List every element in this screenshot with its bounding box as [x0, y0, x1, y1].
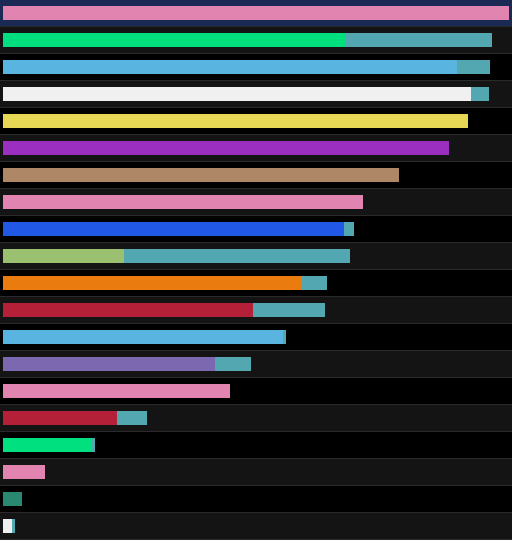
bar-row[interactable] [0, 351, 512, 378]
bar-segment-extra [117, 411, 147, 425]
bar-segment-value [3, 357, 215, 371]
bar-row[interactable] [0, 189, 512, 216]
bar-row[interactable] [0, 297, 512, 324]
bar-segment-value [3, 168, 399, 182]
bar-row[interactable] [0, 81, 512, 108]
bar-segment-value [3, 519, 12, 533]
bar-row[interactable] [0, 270, 512, 297]
row-divider [0, 350, 512, 351]
row-divider [0, 512, 512, 513]
bar-segment-extra [283, 330, 286, 344]
bar-segment-value [3, 438, 92, 452]
bar-row[interactable] [0, 459, 512, 486]
bar-segment-value [3, 276, 302, 290]
bar-segment-value [3, 87, 471, 101]
row-divider [0, 161, 512, 162]
bar-row[interactable] [0, 486, 512, 513]
row-divider [0, 458, 512, 459]
row-divider [0, 242, 512, 243]
bar-segment-value [3, 222, 344, 236]
bar-segment-value [3, 141, 449, 155]
row-divider [0, 296, 512, 297]
row-divider [0, 377, 512, 378]
bar-segment-extra [12, 519, 15, 533]
bar-row[interactable] [0, 513, 512, 540]
bar-segment-extra [92, 438, 95, 452]
bar-segment-extra [253, 303, 325, 317]
bar-segment-value [3, 6, 509, 20]
bar-row[interactable] [0, 108, 512, 135]
bar-segment-value [3, 33, 345, 47]
bar-row[interactable] [0, 324, 512, 351]
row-divider [0, 26, 512, 27]
bar-segment-value [3, 114, 468, 128]
row-divider [0, 431, 512, 432]
row-divider [0, 80, 512, 81]
bar-row[interactable] [0, 135, 512, 162]
bar-row[interactable] [0, 378, 512, 405]
bar-segment-value [3, 330, 283, 344]
bar-row[interactable] [0, 243, 512, 270]
bar-row[interactable] [0, 405, 512, 432]
bar-segment-value [3, 492, 22, 506]
bar-segment-extra [471, 87, 489, 101]
bar-row[interactable] [0, 432, 512, 459]
bar-row[interactable] [0, 162, 512, 189]
bar-segment-value [3, 303, 253, 317]
bar-row[interactable] [0, 27, 512, 54]
bar-segment-extra [124, 249, 350, 263]
row-divider [0, 323, 512, 324]
bar-segment-value [3, 60, 457, 74]
bar-segment-extra [457, 60, 490, 74]
row-divider [0, 107, 512, 108]
bar-row[interactable] [0, 0, 512, 27]
bar-segment-extra [344, 222, 354, 236]
row-divider [0, 404, 512, 405]
row-divider [0, 215, 512, 216]
row-divider [0, 485, 512, 486]
row-divider [0, 53, 512, 54]
bar-row[interactable] [0, 54, 512, 81]
row-divider [0, 134, 512, 135]
bar-segment-extra [215, 357, 251, 371]
row-divider [0, 269, 512, 270]
bar-segment-extra [345, 33, 492, 47]
bar-segment-value [3, 411, 117, 425]
row-divider [0, 188, 512, 189]
bar-segment-value [3, 195, 363, 209]
bar-row[interactable] [0, 216, 512, 243]
bar-segment-extra [302, 276, 327, 290]
bar-segment-value [3, 249, 124, 263]
bar-segment-value [3, 465, 45, 479]
bar-segment-value [3, 384, 230, 398]
